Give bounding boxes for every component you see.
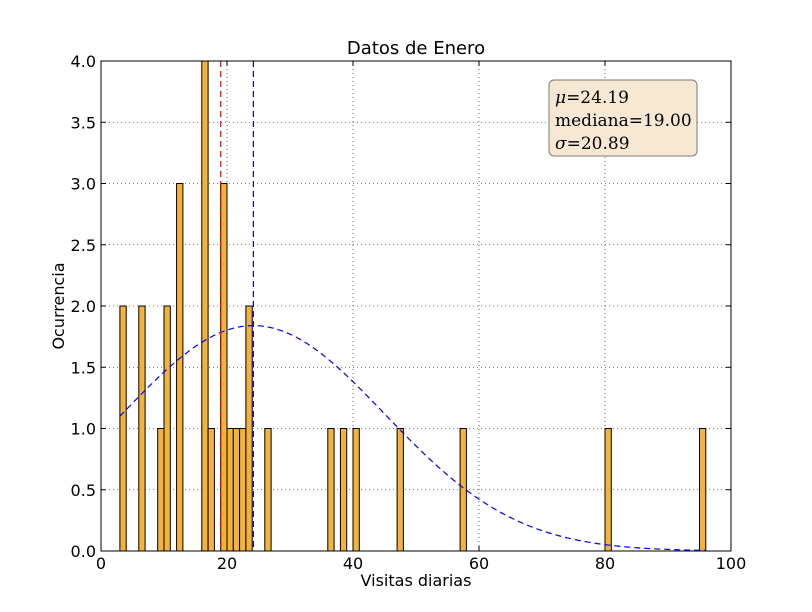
histogram-bar xyxy=(245,305,253,552)
y-tick-label: 3.5 xyxy=(71,113,96,132)
histogram-bar xyxy=(339,428,348,552)
y-tick-label: 2.5 xyxy=(71,236,96,255)
chart-title: Datos de Enero xyxy=(347,38,485,59)
histogram-bar xyxy=(220,183,228,552)
y-tick-label: 2.0 xyxy=(71,297,96,316)
histogram-bar xyxy=(699,428,707,552)
normal-curve xyxy=(119,325,706,551)
histogram-bar xyxy=(201,60,209,552)
histogram-bar xyxy=(396,428,404,552)
x-tick-label: 40 xyxy=(343,554,363,573)
sigma-symbol: σ xyxy=(555,134,567,154)
y-tick-label: 4.0 xyxy=(71,52,96,71)
x-tick-label: 0 xyxy=(96,554,106,573)
histogram-bar xyxy=(264,428,272,552)
histogram-bar xyxy=(138,305,146,552)
x-tick-label: 20 xyxy=(217,554,237,573)
histogram-bar xyxy=(232,428,241,552)
histogram-bar xyxy=(157,428,165,552)
x-axis-label: Visitas diarias xyxy=(361,571,472,590)
stats-mean: μ=24.19 xyxy=(555,88,629,108)
histogram-bar xyxy=(119,305,127,552)
histogram-bar xyxy=(352,428,360,552)
axis-ticks: 0 20 40 60 80 100 0.0 0.5 1.0 1.5 2.0 2.5 3.0 3.5 4.0 xyxy=(71,52,747,573)
histogram-bar xyxy=(207,428,215,552)
histogram-bar xyxy=(226,428,234,552)
histogram-bar xyxy=(327,428,335,552)
x-tick-label: 60 xyxy=(469,554,489,573)
y-tick-label: 0.0 xyxy=(71,542,96,561)
histogram-bar xyxy=(459,428,467,552)
stats-box-background xyxy=(548,79,698,157)
stats-sigma: σ=20.89 xyxy=(555,134,630,154)
y-axis-label: Ocurrencia xyxy=(49,262,68,349)
stats-median: mediana=19.00 xyxy=(555,111,692,131)
stats-box: μ=24.19 mediana=19.00 σ=20.89 xyxy=(548,79,698,157)
sigma-value: =20.89 xyxy=(567,134,630,154)
histogram-bar xyxy=(176,183,184,552)
x-tick-label: 80 xyxy=(595,554,615,573)
histogram-bar xyxy=(604,428,612,552)
y-tick-label: 3.0 xyxy=(71,175,96,194)
y-tick-label: 1.0 xyxy=(71,420,96,439)
mu-value: =24.19 xyxy=(566,88,629,108)
histogram-bar xyxy=(239,428,247,552)
y-tick-label: 0.5 xyxy=(71,481,96,500)
histogram-bar xyxy=(163,305,171,552)
x-tick-label: 100 xyxy=(716,554,747,573)
mu-symbol: μ xyxy=(555,88,566,108)
y-tick-label: 1.5 xyxy=(71,358,96,377)
